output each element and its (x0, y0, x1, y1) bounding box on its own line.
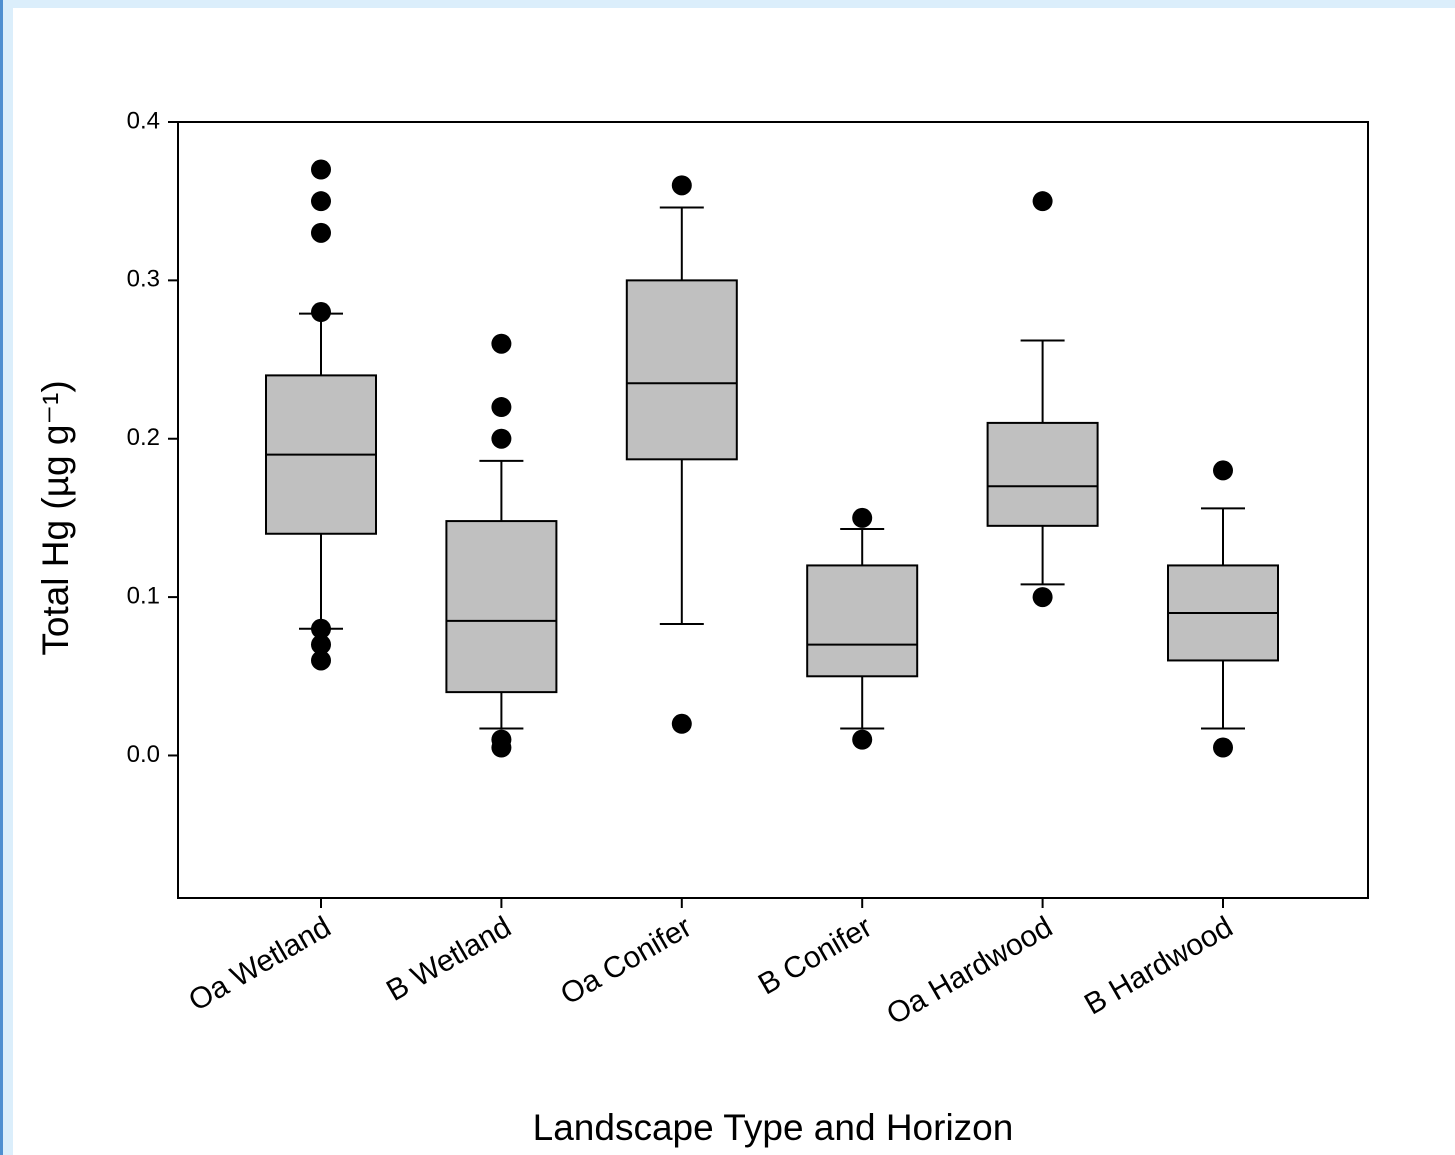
x-tick-label: Oa Conifer (555, 910, 697, 1011)
x-tick-label: B Wetland (381, 910, 517, 1008)
outlier (311, 222, 331, 243)
box (806, 564, 919, 678)
y-tick-label: 0.4 (127, 107, 160, 134)
outlier (491, 333, 512, 354)
box (445, 520, 558, 694)
outlier (671, 713, 692, 734)
outlier (1032, 587, 1053, 608)
y-tick-label: 0.0 (127, 741, 160, 768)
outlier (311, 634, 331, 655)
x-tick-label: Oa Hardwood (881, 910, 1058, 1031)
outlier (491, 737, 512, 758)
outlier (311, 302, 331, 323)
outlier (1032, 191, 1053, 212)
chart: Landscape Type and Horizon Total Hg (µg … (13, 8, 1455, 1155)
outlier (311, 650, 331, 671)
outlier (671, 175, 692, 196)
x-axis-label: Landscape Type and Horizon (533, 1107, 1014, 1148)
x-tick-label: B Hardwood (1079, 910, 1238, 1021)
outlier (1213, 737, 1233, 758)
y-tick-label: 0.3 (127, 266, 160, 293)
x-tick-label: Oa Wetland (183, 910, 336, 1018)
outlier (311, 618, 331, 639)
outlier (311, 191, 331, 212)
x-tick-label: B Conifer (753, 910, 878, 1001)
outlier (311, 159, 331, 180)
box (986, 421, 1099, 527)
y-axis-label: Total Hg (µg g⁻¹) (35, 380, 76, 655)
outlier (852, 507, 873, 528)
outlier (491, 397, 512, 418)
outlier (491, 428, 512, 449)
y-tick-label: 0.1 (127, 582, 160, 609)
box (625, 279, 738, 461)
outlier (1213, 460, 1233, 481)
outlier (852, 729, 873, 750)
plot-frame (177, 121, 1369, 899)
y-tick-label: 0.2 (127, 424, 160, 451)
